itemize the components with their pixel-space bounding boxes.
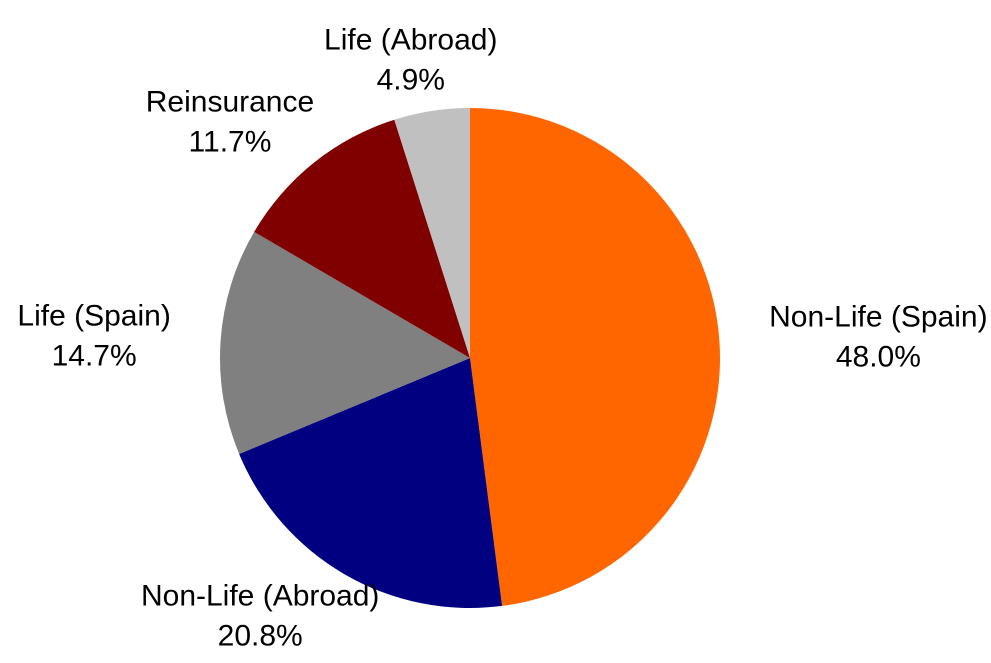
pie-slice [239, 358, 503, 608]
value-label: 20.8% [218, 620, 303, 653]
slice-label: Non-Life (Abroad) [141, 580, 379, 613]
slice-label: Life (Abroad) [324, 23, 497, 56]
slice-label: Non-Life (Spain) [769, 301, 987, 334]
value-label: 48.0% [836, 341, 921, 374]
slice-label: Life (Spain) [17, 300, 170, 333]
pie-slice [254, 119, 470, 358]
value-label: 14.7% [52, 340, 137, 373]
pie-slice [470, 108, 721, 606]
pie-slice [394, 108, 470, 358]
value-label: 4.9% [377, 63, 445, 96]
value-label: 11.7% [189, 126, 272, 159]
slice-label: Reinsurance [146, 86, 314, 119]
pie-slice [220, 231, 470, 454]
